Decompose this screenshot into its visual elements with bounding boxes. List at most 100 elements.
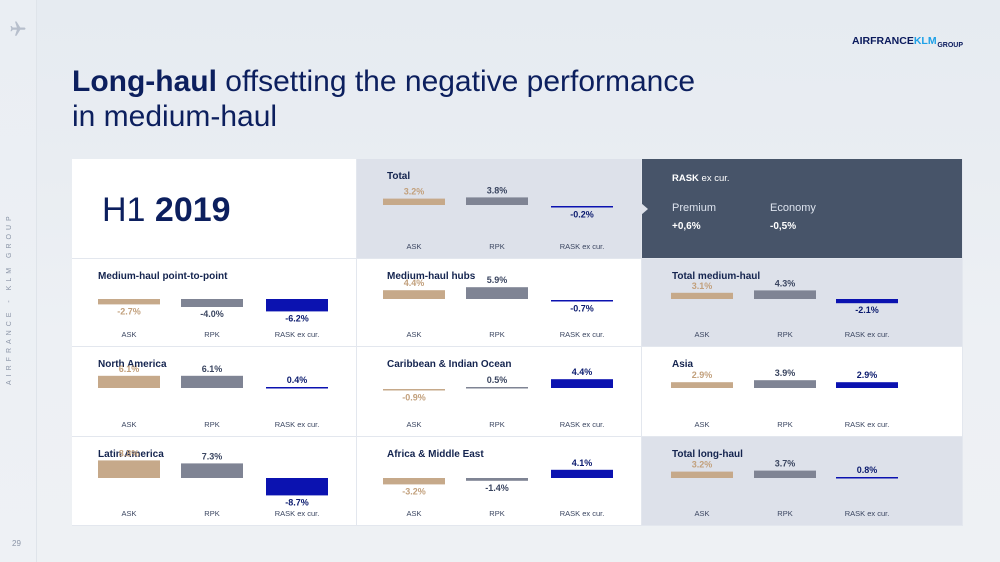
north-america-chart: 6.1% ASK 6.1% RPK 0.4% RASK ex cur. bbox=[98, 364, 328, 429]
h1-year: 2019 bbox=[154, 191, 231, 229]
category-label: RASK ex cur. bbox=[560, 420, 605, 429]
logo-main-text: AIRFRANCE bbox=[852, 35, 914, 47]
category-label: ASK bbox=[121, 330, 136, 339]
bar-ask bbox=[98, 375, 160, 388]
bar-rask-ex-cur bbox=[551, 379, 613, 388]
logo-sub-text: GROUP bbox=[937, 42, 963, 49]
results-grid: H1 2019 Total 3.2% ASK 3.8% RPK -0.2% RASK ex… bbox=[72, 159, 963, 526]
bar-ask bbox=[671, 471, 733, 478]
bar-rpk bbox=[181, 463, 243, 478]
data-label: 3.7% bbox=[775, 459, 796, 469]
data-label: 6.1% bbox=[119, 364, 140, 374]
north-america-cell: North America 6.1% ASK 6.1% RPK 0.4% RASK ex … bbox=[72, 347, 357, 437]
category-label: ASK bbox=[406, 242, 421, 251]
mh-hubs-chart: 4.4% ASK 5.9% RPK -0.7% RASK ex cur. bbox=[383, 275, 613, 339]
chart-title: Total medium-haul bbox=[672, 271, 761, 282]
chart-title: Total long-haul bbox=[672, 449, 743, 460]
category-label: ASK bbox=[121, 509, 136, 518]
bar-rask-ex-cur bbox=[551, 469, 613, 478]
chart-title: Latin America bbox=[98, 449, 164, 460]
data-label: 3.8% bbox=[487, 185, 508, 195]
category-label: RPK bbox=[489, 242, 504, 251]
rask-title-rest: ex cur. bbox=[698, 173, 730, 184]
data-label: -8.7% bbox=[285, 497, 309, 507]
bar-rpk bbox=[181, 299, 243, 307]
data-label: 0.8% bbox=[857, 465, 878, 475]
caribbean-cell: Caribbean & Indian Ocean -0.9% ASK 0.5% RPK… bbox=[357, 347, 642, 437]
bar-rpk bbox=[754, 380, 816, 388]
bar-rask-ex-cur bbox=[551, 300, 613, 302]
category-label: RASK ex cur. bbox=[845, 420, 890, 429]
africa-me-chart: -3.2% ASK -1.4% RPK 4.1% RASK ex cur. bbox=[383, 458, 613, 518]
category-label: RASK ex cur. bbox=[275, 420, 320, 429]
title-line2: in medium-haul bbox=[72, 100, 278, 133]
chart-title: Caribbean & Indian Ocean bbox=[387, 359, 512, 370]
category-label: RPK bbox=[204, 509, 219, 518]
total-mh-chart: 3.1% ASK 4.3% RPK -2.1% RASK ex cur. bbox=[671, 278, 898, 339]
data-label: -6.2% bbox=[285, 313, 309, 323]
bar-ask bbox=[383, 290, 445, 299]
bar-rpk bbox=[466, 387, 528, 389]
page-number: 29 bbox=[12, 539, 21, 548]
category-label: RASK ex cur. bbox=[845, 509, 890, 518]
bar-rpk bbox=[466, 478, 528, 481]
data-label: 6.1% bbox=[202, 364, 223, 374]
data-label: -2.7% bbox=[117, 306, 141, 316]
h1-label: H1 2019 bbox=[102, 191, 231, 230]
data-label: -1.4% bbox=[485, 483, 509, 493]
bar-rask-ex-cur bbox=[836, 299, 898, 304]
category-label: RPK bbox=[777, 509, 792, 518]
category-label: RASK ex cur. bbox=[560, 330, 605, 339]
bar-ask bbox=[383, 478, 445, 485]
category-label: ASK bbox=[406, 330, 421, 339]
data-label: 3.2% bbox=[404, 187, 425, 197]
data-label: 0.5% bbox=[487, 375, 508, 385]
data-label: 3.1% bbox=[692, 281, 713, 291]
bar-ask bbox=[671, 292, 733, 299]
data-label: 0.4% bbox=[287, 375, 308, 385]
chart-title: Medium-haul hubs bbox=[387, 271, 476, 282]
category-label: RPK bbox=[489, 330, 504, 339]
chart-title: North America bbox=[98, 359, 167, 370]
category-label: RPK bbox=[489, 420, 504, 429]
data-label: 3.2% bbox=[692, 460, 713, 470]
bar-rpk bbox=[466, 197, 528, 205]
data-label: -0.7% bbox=[570, 304, 594, 314]
asia-chart: 2.9% ASK 3.9% RPK 2.9% RASK ex cur. bbox=[671, 368, 898, 429]
category-label: RASK ex cur. bbox=[275, 330, 320, 339]
category-label: RPK bbox=[777, 420, 792, 429]
latin-america-cell: Latin America 8.8% ASK 7.3% RPK -8.7% RASK ex… bbox=[72, 437, 357, 526]
economy-label: Economy bbox=[770, 202, 816, 214]
data-label: -3.2% bbox=[402, 486, 426, 496]
bar-rask-ex-cur bbox=[266, 299, 328, 312]
category-label: RASK ex cur. bbox=[275, 509, 320, 518]
premium-value: +0,6% bbox=[672, 221, 701, 232]
data-label: 2.9% bbox=[692, 370, 713, 380]
bar-rpk bbox=[754, 290, 816, 299]
category-label: ASK bbox=[406, 420, 421, 429]
chart-title: Total bbox=[387, 171, 411, 182]
data-label: 4.1% bbox=[572, 458, 593, 468]
category-label: RASK ex cur. bbox=[560, 242, 605, 251]
bar-ask bbox=[98, 460, 160, 478]
data-label: -0.2% bbox=[570, 210, 594, 220]
mh-p2p-cell: Medium-haul point-to-point -2.7% ASK -4.0%… bbox=[72, 259, 357, 347]
title-bold: Long-haul bbox=[72, 65, 217, 98]
total-lh-chart: 3.2% ASK 3.7% RPK 0.8% RASK ex cur. bbox=[671, 459, 898, 518]
economy-value: -0,5% bbox=[770, 221, 797, 232]
data-label: 4.4% bbox=[572, 367, 593, 377]
data-label: -4.0% bbox=[200, 309, 224, 319]
bar-rask-ex-cur bbox=[836, 477, 898, 479]
rask-title-bold: RASK bbox=[672, 173, 699, 184]
data-label: 3.9% bbox=[775, 368, 796, 378]
total-chart: 3.2% ASK 3.8% RPK -0.2% RASK ex cur. bbox=[383, 185, 613, 251]
data-label: 4.3% bbox=[775, 278, 796, 288]
category-label: RPK bbox=[204, 330, 219, 339]
data-label: 8.8% bbox=[119, 448, 140, 458]
h1-prefix: H1 bbox=[102, 191, 155, 229]
data-label: -0.9% bbox=[402, 393, 426, 403]
mh-p2p-chart: -2.7% ASK -4.0% RPK -6.2% RASK ex cur. bbox=[98, 299, 328, 339]
chart-title: Africa & Middle East bbox=[387, 449, 484, 460]
category-label: ASK bbox=[406, 509, 421, 518]
asia-cell: Asia 2.9% ASK 3.9% RPK 2.9% RASK ex cur. bbox=[642, 347, 963, 437]
